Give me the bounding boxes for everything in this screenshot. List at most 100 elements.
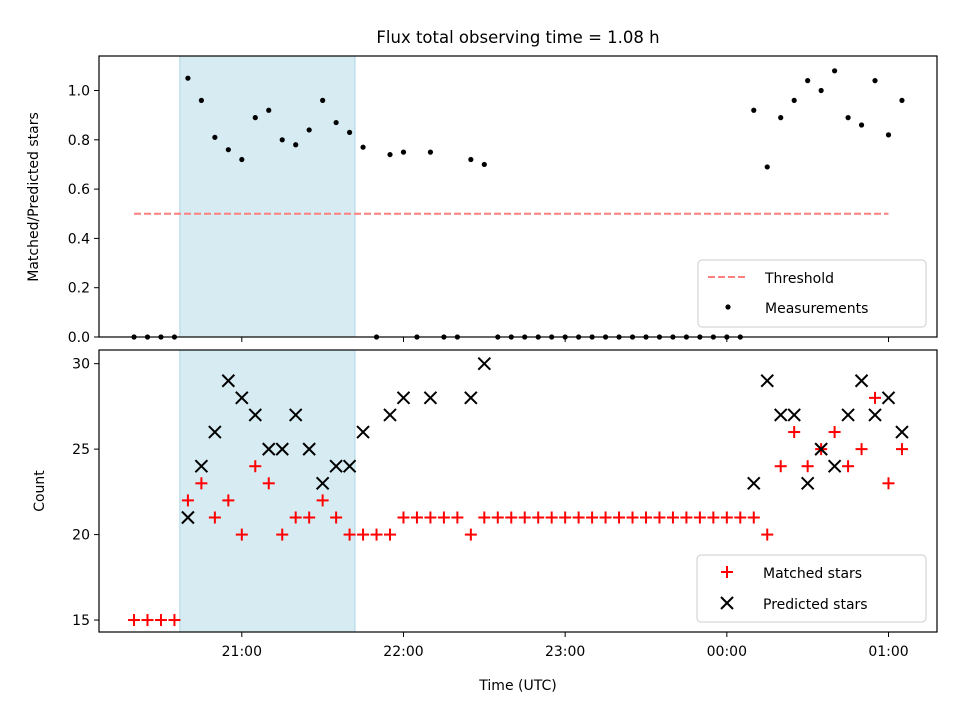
y-tick-label: 30: [72, 357, 90, 373]
chart-title: Flux total observing time = 1.08 h: [376, 28, 659, 47]
x-tick-label: 22:00: [383, 644, 423, 660]
matched-point: [464, 528, 477, 541]
matched-point: [208, 511, 221, 524]
matched-point: [141, 614, 154, 627]
matched-point: [639, 511, 652, 524]
measurement-point: [764, 164, 770, 170]
matched-point: [613, 511, 626, 524]
measurement-point: [320, 97, 326, 103]
x-tick-label: 00:00: [707, 644, 747, 660]
top-legend: Threshold Measurements: [697, 259, 927, 328]
x-tick-label: 21:00: [222, 644, 262, 660]
matched-point: [303, 511, 316, 524]
top-axes-frame: [98, 55, 938, 338]
measurement-point: [427, 149, 434, 155]
matched-point: [518, 511, 531, 524]
predicted-point: [477, 356, 492, 371]
legend-predicted-label: Predicted stars: [763, 597, 868, 613]
bottom-y-axis-label: Count: [32, 470, 48, 512]
measurement-point: [333, 119, 339, 126]
matched-point: [828, 426, 841, 439]
matched-point: [384, 528, 397, 541]
matched-point: [734, 511, 747, 524]
predicted-point: [827, 459, 842, 473]
measurement-point: [198, 97, 204, 103]
matched-point: [855, 443, 868, 456]
matched-point: [276, 528, 289, 541]
matched-point: [491, 511, 504, 524]
matched-point: [316, 494, 329, 507]
predicted-point: [800, 476, 815, 491]
top-x-ticks: [241, 337, 889, 342]
matched-point: [249, 460, 262, 473]
matched-point: [788, 426, 801, 439]
predicted-point: [396, 391, 411, 405]
matched-point: [532, 511, 545, 524]
measurement-point: [279, 137, 285, 143]
matched-point: [181, 494, 194, 507]
predicted-point: [895, 425, 909, 439]
measurement-point: [481, 161, 487, 168]
legend-predicted-swatch: [720, 596, 734, 610]
matched-point: [357, 528, 370, 541]
predicted-point: [288, 408, 303, 422]
legend-threshold-label: Threshold: [764, 271, 834, 287]
matched-point: [505, 511, 518, 524]
measurement-point: [899, 97, 905, 103]
measurement-point: [845, 115, 851, 121]
matched-point: [128, 614, 141, 627]
predicted-point: [342, 459, 357, 473]
predicted-point: [423, 391, 438, 405]
matched-point: [895, 443, 908, 456]
bottom-x-ticks: 21:00 22:00 23:00 00:00 01:00: [222, 632, 909, 660]
measurement-point: [252, 115, 258, 121]
measurement-point: [360, 144, 366, 150]
measurement-point: [778, 115, 784, 121]
measurement-point: [818, 87, 824, 94]
measurement-point: [832, 68, 838, 74]
matched-point: [693, 511, 706, 524]
measurement-point: [225, 147, 231, 153]
bottom-axes-frame: [98, 349, 938, 633]
x-tick-label: 01:00: [868, 644, 908, 660]
matched-point: [370, 528, 383, 541]
measurement-point: [872, 78, 878, 84]
y-tick-label: 15: [72, 613, 90, 629]
matched-point: [437, 511, 450, 524]
predicted-point: [854, 374, 869, 388]
matched-point: [869, 391, 882, 404]
predicted-point: [329, 459, 343, 473]
matched-point: [289, 511, 302, 524]
y-tick-label: 0.2: [68, 281, 90, 297]
matched-point: [559, 511, 572, 524]
predicted-point: [356, 425, 370, 439]
count-points: [128, 356, 909, 627]
matched-point: [168, 614, 181, 627]
measurement-point: [858, 122, 865, 128]
predicted-point: [194, 459, 209, 473]
legend-matched-label: Matched stars: [763, 566, 862, 582]
matched-point: [626, 511, 639, 524]
measurement-point: [387, 151, 393, 158]
measurement-point: [212, 134, 218, 140]
matched-point: [424, 511, 437, 524]
matched-point: [343, 528, 356, 541]
predicted-point: [787, 408, 801, 422]
matched-point: [222, 494, 235, 507]
x-axis-label: Time (UTC): [478, 678, 556, 694]
predicted-point: [208, 425, 222, 439]
top-legend-box: [697, 259, 927, 328]
x-tick-label: 23:00: [545, 644, 585, 660]
predicted-point: [221, 374, 236, 388]
measurement-point: [791, 97, 797, 103]
bottom-legend-box: [696, 554, 927, 623]
matched-point: [545, 511, 558, 524]
measurement-point: [239, 156, 245, 163]
matched-point: [666, 511, 679, 524]
predicted-point: [302, 442, 316, 456]
matched-point: [410, 511, 423, 524]
y-tick-label: 25: [72, 442, 90, 458]
matched-point: [801, 460, 814, 473]
predicted-point: [248, 408, 262, 422]
predicted-point: [181, 510, 195, 525]
